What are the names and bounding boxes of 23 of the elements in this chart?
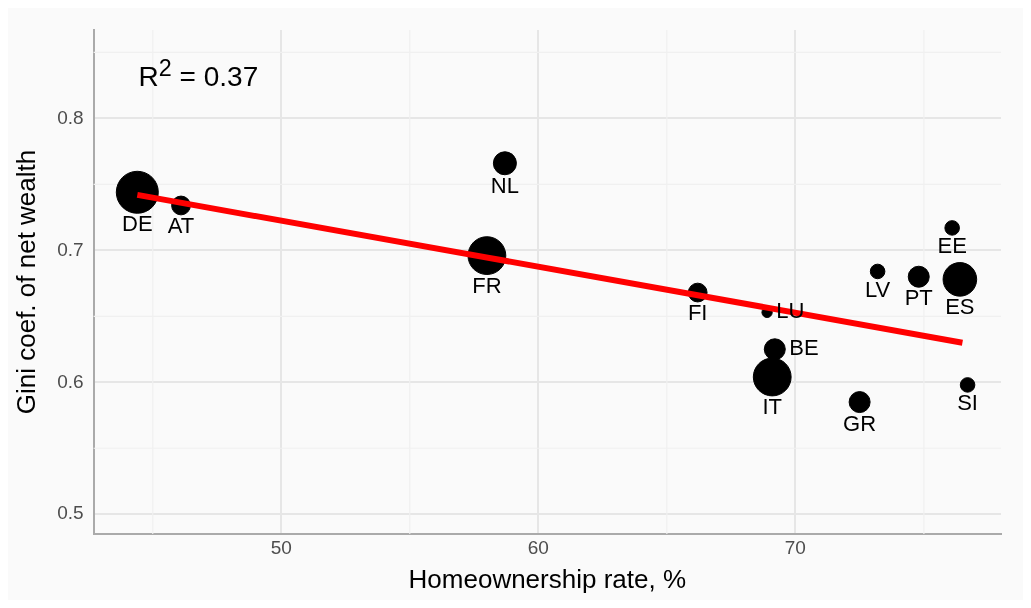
annotation: R$^{2}$ = 0.37 (138, 55, 259, 94)
y-tick-label: 0.7 (57, 238, 84, 260)
annotation: PT (904, 285, 933, 311)
annotation: AT (167, 212, 195, 238)
annotation: NL (490, 172, 519, 198)
annotation: DE (122, 211, 153, 237)
annotation: LV (864, 276, 891, 302)
y-tick-label: 0.8 (57, 106, 84, 128)
x-tick-label: 50 (270, 536, 292, 558)
x-tick-label: 70 (784, 536, 806, 558)
annotation: SI (957, 390, 978, 416)
annotation: FR (472, 272, 502, 298)
annotation: GR (843, 410, 877, 436)
annotation: EE (937, 233, 967, 259)
x-axis-title: Homeownership rate, % (408, 563, 687, 594)
y-tick-label: 0.5 (57, 502, 84, 524)
annotation: BE (789, 335, 819, 361)
y-tick-label: 0.6 (57, 370, 84, 392)
x-tick-label: 60 (527, 536, 549, 558)
y-axis-title: Gini coef. of net wealth (10, 149, 41, 415)
annotation: ES (945, 294, 975, 320)
annotation: IT (762, 393, 783, 419)
annotation: FI (687, 300, 708, 326)
